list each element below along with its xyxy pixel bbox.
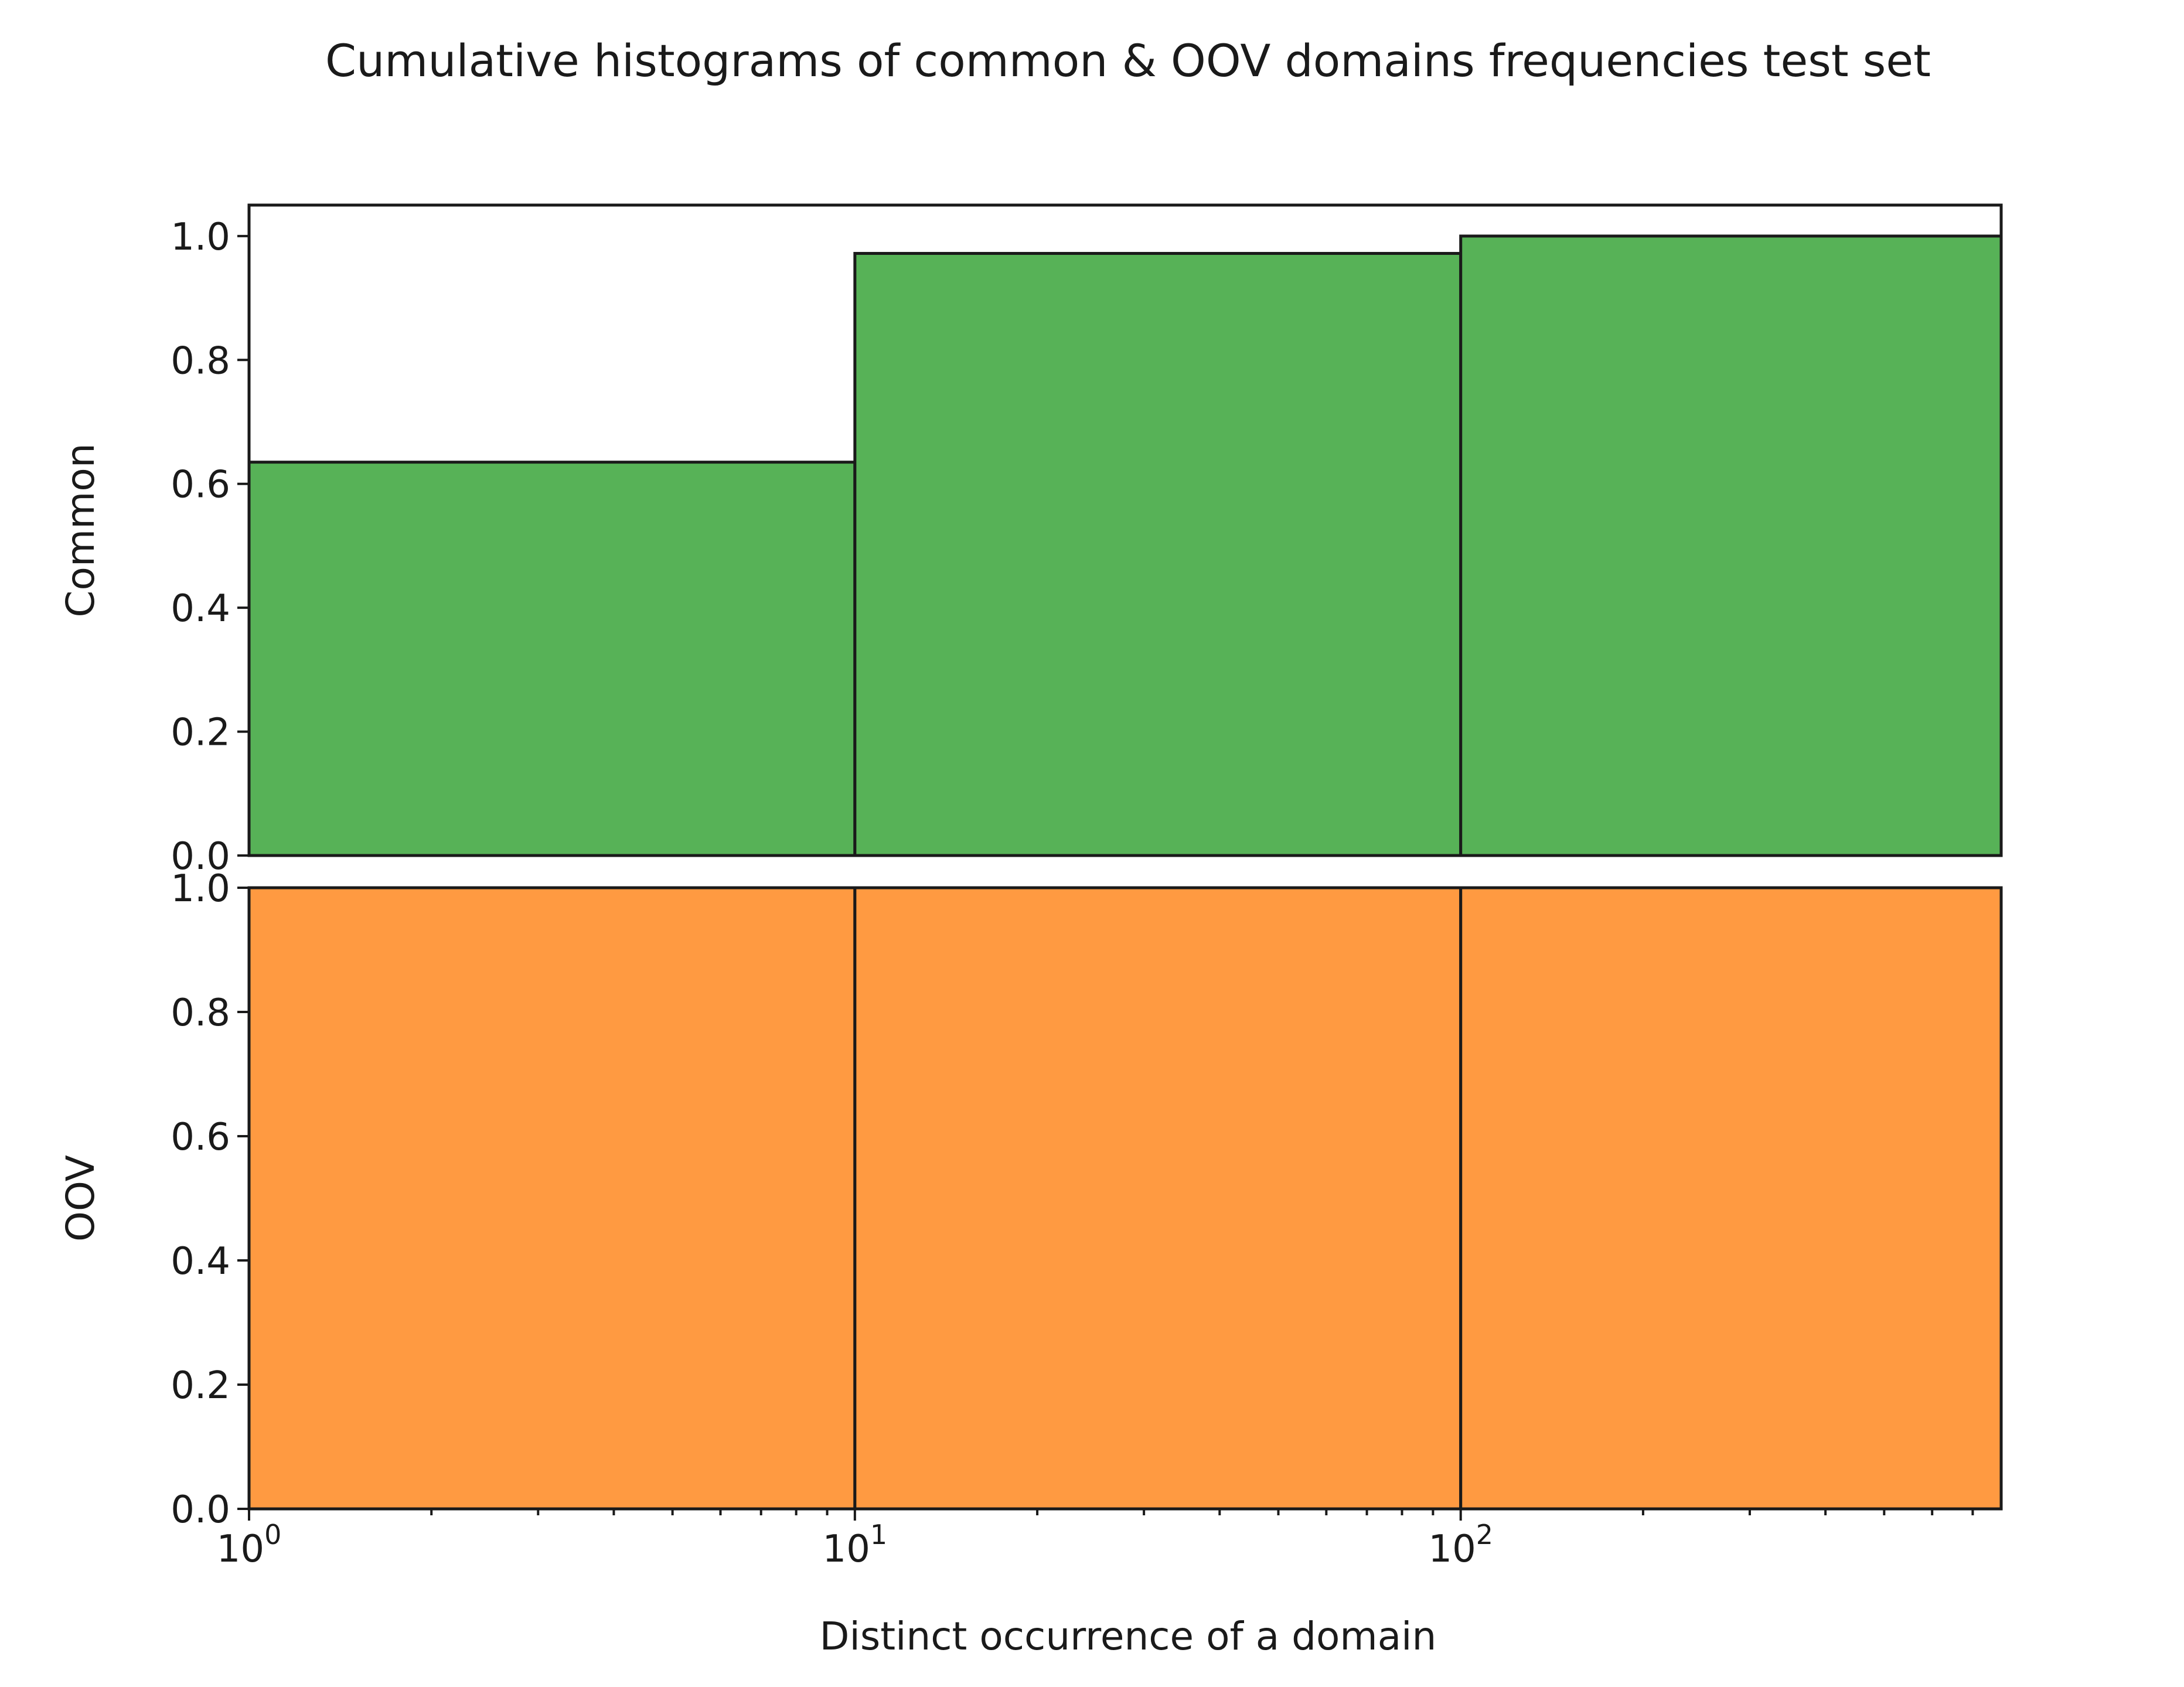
common-y-tick-label: 0.6 bbox=[171, 464, 230, 507]
x-axis-label: Distinct occurrence of a domain bbox=[820, 1614, 1437, 1659]
common-axes-frame bbox=[247, 203, 2003, 857]
x-tick-label: 100 bbox=[217, 1519, 282, 1571]
oov-bar-2 bbox=[1459, 886, 2003, 1511]
common-bar-1 bbox=[853, 251, 1463, 857]
oov-y-axis-label: OOV bbox=[58, 1155, 103, 1242]
common-y-tick-label: 0.8 bbox=[171, 339, 230, 383]
common-y-tick-label: 0.4 bbox=[171, 587, 230, 631]
oov-y-tick-label: 0.4 bbox=[171, 1240, 230, 1283]
common-bar-0 bbox=[247, 461, 857, 857]
common-y-tick-label: 1.0 bbox=[171, 216, 230, 259]
x-axis: 100 101 102 bbox=[217, 1509, 1974, 1571]
oov-y-tick-label: 0.6 bbox=[171, 1116, 230, 1159]
oov-y-tick-label: 0.0 bbox=[171, 1488, 230, 1532]
oov-bar-0 bbox=[247, 886, 857, 1511]
oov-y-tick-label: 0.2 bbox=[171, 1364, 230, 1407]
oov-y-tick-label: 1.0 bbox=[171, 867, 230, 911]
oov-axes-frame bbox=[247, 886, 2003, 1511]
x-tick-label: 101 bbox=[822, 1519, 887, 1571]
oov-bar-1 bbox=[853, 886, 1463, 1511]
oov-y-tick-label: 0.8 bbox=[171, 991, 230, 1035]
x-tick-label: 102 bbox=[1428, 1519, 1493, 1571]
common-y-tick-label: 0.2 bbox=[171, 711, 230, 755]
common-subplot: 0.0 0.2 0.4 0.6 0.8 1.0 Common bbox=[58, 203, 2003, 878]
common-bar-2 bbox=[1459, 234, 2003, 857]
chart-title: Cumulative histograms of common & OOV do… bbox=[325, 35, 1931, 87]
common-y-axis-label: Common bbox=[58, 443, 103, 617]
oov-subplot: 0.0 0.2 0.4 0.6 0.8 1.0 OOV bbox=[58, 867, 2003, 1532]
common-y-tick-label: 0.0 bbox=[171, 835, 230, 878]
